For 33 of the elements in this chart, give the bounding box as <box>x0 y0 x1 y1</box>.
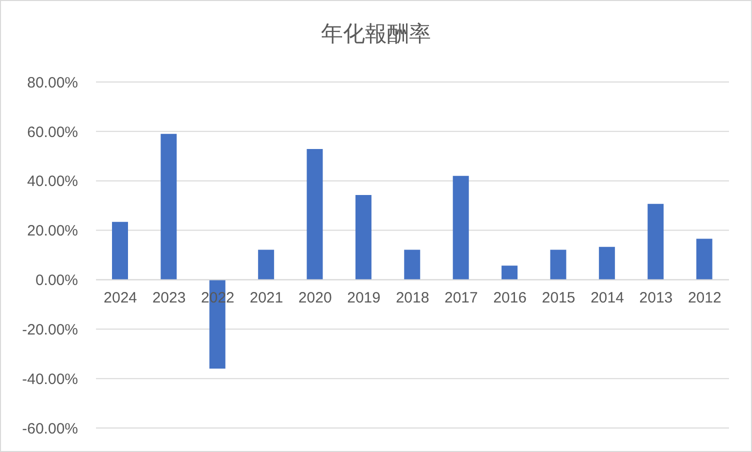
x-tick-label: 2023 <box>152 289 186 306</box>
chart-title: 年化報酬率 <box>320 21 432 49</box>
bar <box>258 250 274 280</box>
bar <box>160 134 177 280</box>
y-tick-label: 40.00% <box>27 173 78 190</box>
bar <box>598 246 615 280</box>
bar <box>550 250 566 280</box>
bar <box>648 204 664 280</box>
bar <box>355 194 372 280</box>
x-tick-label: 2013 <box>639 289 673 306</box>
bar <box>452 176 469 280</box>
bar <box>696 238 712 280</box>
x-tick-label: 2024 <box>104 289 138 306</box>
x-tick-label: 2018 <box>396 289 430 306</box>
x-tick-label: 2020 <box>298 289 332 306</box>
y-tick-label: 60.00% <box>27 124 78 141</box>
y-tick-label: 80.00% <box>27 74 78 92</box>
x-tick-label: 2017 <box>444 289 478 306</box>
bar <box>112 222 128 280</box>
y-tick-label: -40.00% <box>22 370 78 388</box>
x-tick-label: 2019 <box>347 289 380 306</box>
y-tick-label: 20.00% <box>27 222 78 240</box>
x-tick-label: 2021 <box>250 289 284 306</box>
bar <box>404 250 420 280</box>
x-tick-label: 2015 <box>542 289 576 306</box>
x-tick-label: 2016 <box>493 289 527 306</box>
x-tick-label: 2012 <box>688 289 722 306</box>
x-tick-label: 2014 <box>590 289 624 306</box>
bar <box>306 148 323 280</box>
y-tick-label: 0.00% <box>35 272 78 290</box>
bar <box>502 266 518 280</box>
y-tick-label: -20.00% <box>22 321 78 338</box>
y-tick-label: -60.00% <box>22 420 78 438</box>
